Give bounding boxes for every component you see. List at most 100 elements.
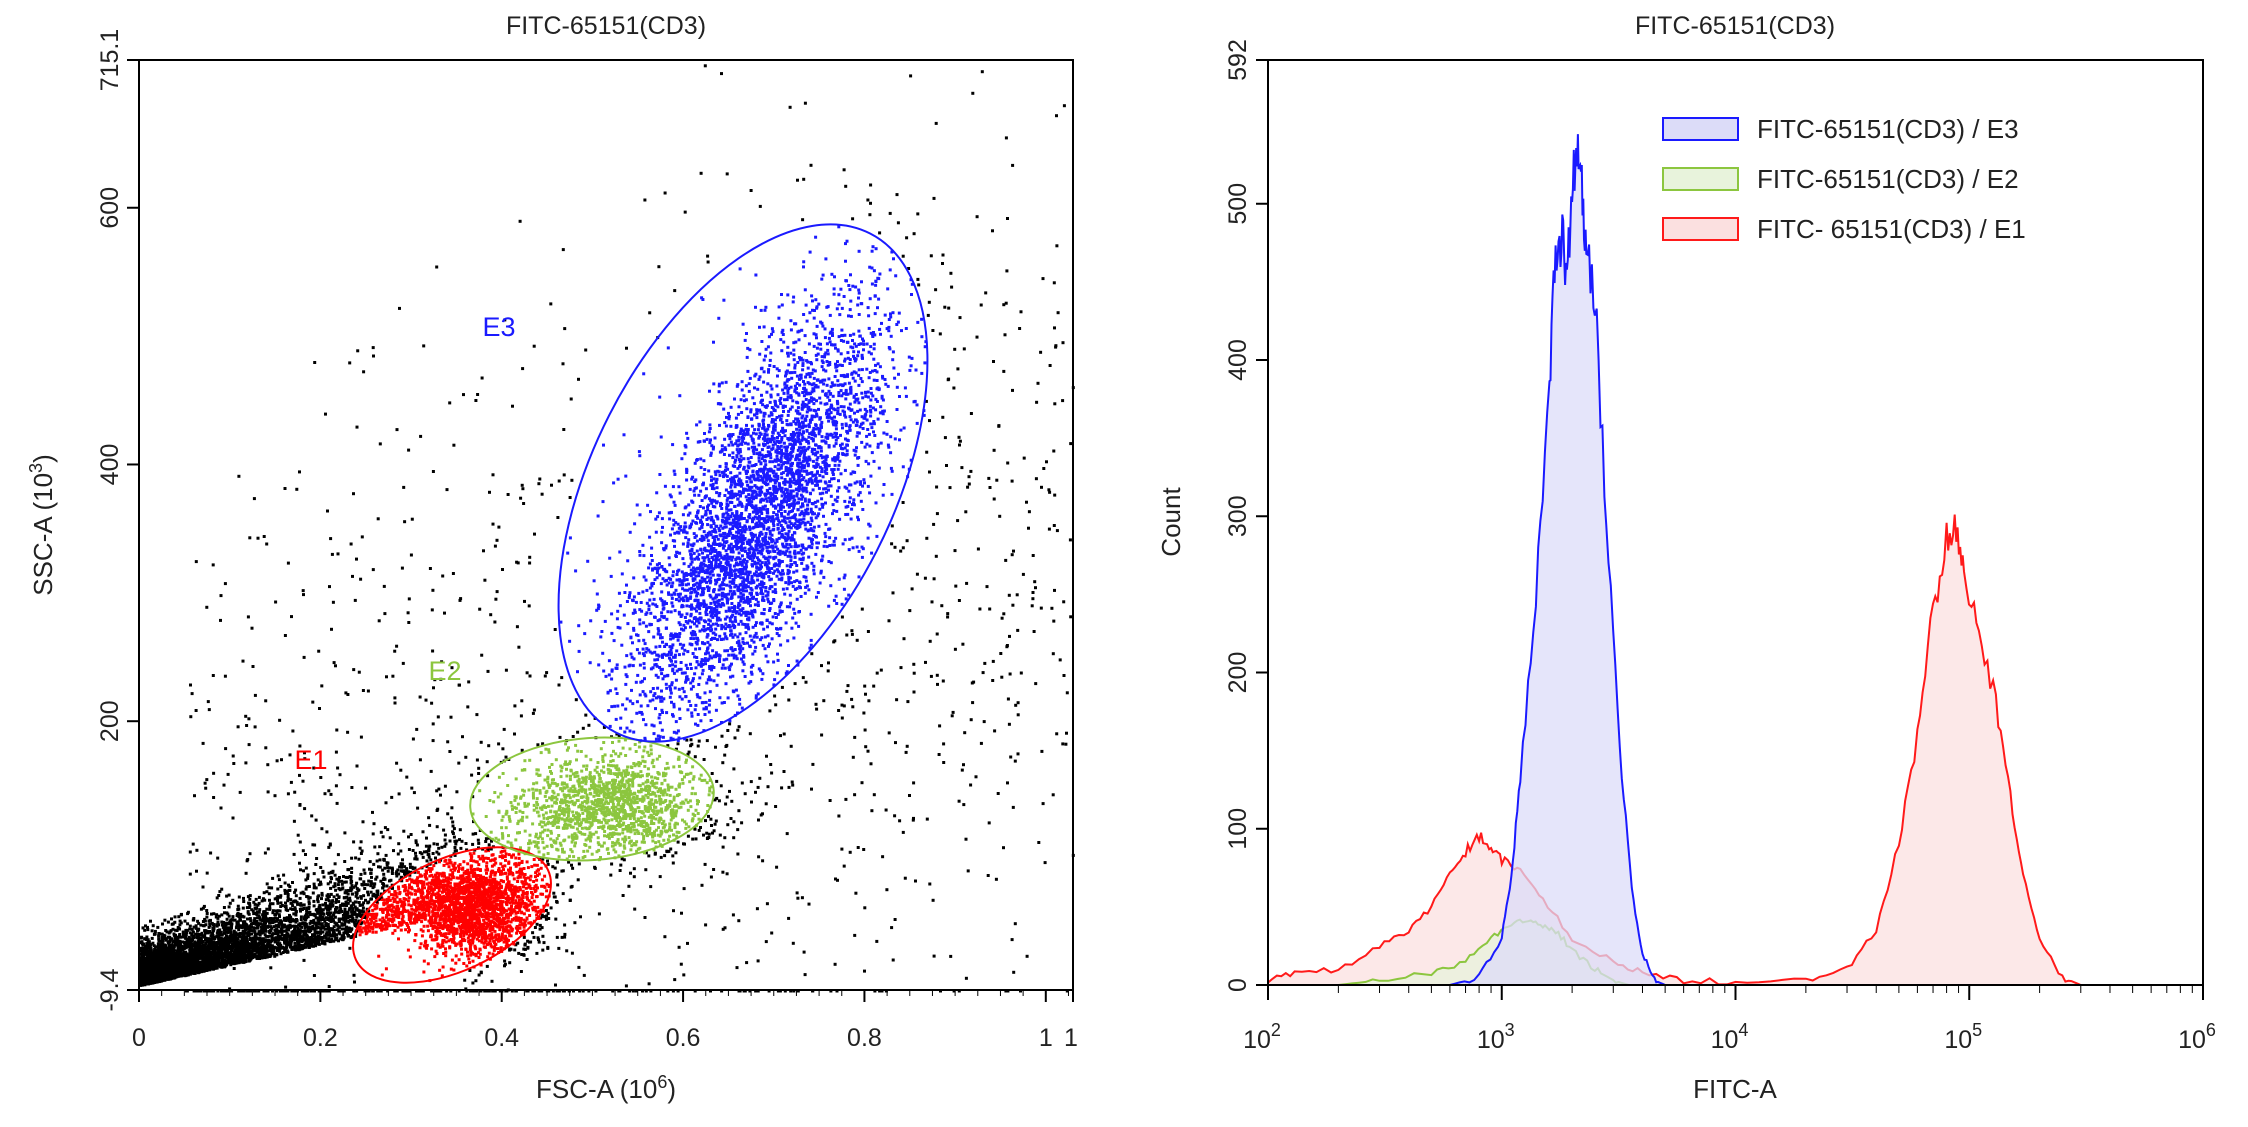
scatter-point xyxy=(228,961,232,965)
scatter-point xyxy=(426,893,429,897)
scatter-point xyxy=(338,910,342,914)
scatter-point xyxy=(355,913,359,917)
scatter-point xyxy=(198,943,202,947)
scatter-point xyxy=(152,971,156,975)
scatter-point xyxy=(357,888,361,892)
scatter-point xyxy=(219,941,223,945)
scatter-point xyxy=(316,934,320,938)
scatter-point xyxy=(209,937,213,941)
scatter-point xyxy=(317,938,320,942)
scatter-point xyxy=(192,934,195,938)
scatter-points xyxy=(139,64,1075,993)
scatter-point xyxy=(316,900,320,904)
scatter-point xyxy=(361,906,365,910)
scatter-point xyxy=(355,915,359,919)
scatter-point xyxy=(375,893,379,897)
scatter-point xyxy=(367,900,371,904)
scatter-point xyxy=(536,846,540,850)
scatter-point xyxy=(302,930,306,934)
scatter-point xyxy=(356,896,360,900)
scatter-point xyxy=(300,908,304,911)
scatter-point xyxy=(398,892,402,896)
scatter-point xyxy=(302,903,306,907)
scatter-point xyxy=(278,895,282,899)
scatter-point xyxy=(243,928,247,932)
scatter-point xyxy=(531,892,535,896)
scatter-point xyxy=(366,893,370,897)
scatter-point xyxy=(436,876,440,880)
scatter-point xyxy=(391,896,395,900)
scatter-point xyxy=(272,945,276,949)
scatter-point xyxy=(359,872,363,876)
scatter-point xyxy=(172,974,176,978)
scatter-point xyxy=(338,932,342,936)
scatter-point xyxy=(253,952,257,956)
scatter-point xyxy=(497,867,501,870)
scatter-point xyxy=(427,855,431,859)
scatter-point xyxy=(284,929,288,933)
scatter-point xyxy=(392,849,395,853)
scatter-point xyxy=(317,883,321,887)
scatter-point xyxy=(440,890,444,894)
scatter-point xyxy=(334,900,338,904)
scatter-point xyxy=(305,906,309,910)
scatter-point xyxy=(173,965,177,969)
scatter-point xyxy=(169,960,173,963)
scatter-point xyxy=(353,910,357,914)
scatter-point xyxy=(326,896,330,900)
scatter-point xyxy=(387,895,391,899)
scatter-point xyxy=(321,903,325,907)
scatter-point xyxy=(171,944,175,948)
scatter-point xyxy=(378,865,382,869)
scatter-point xyxy=(369,884,373,888)
scatter-point xyxy=(434,861,438,865)
scatter-point xyxy=(176,963,180,967)
scatter-point xyxy=(278,937,282,940)
scatter-point xyxy=(150,978,154,982)
scatter-point xyxy=(144,957,148,960)
scatter-point xyxy=(273,928,277,932)
scatter-point xyxy=(352,920,356,924)
scatter-point xyxy=(179,921,183,925)
scatter-point xyxy=(416,876,420,880)
scatter-point xyxy=(343,903,347,907)
scatter-point xyxy=(195,970,199,974)
scatter-point xyxy=(258,941,262,945)
scatter-point xyxy=(316,898,320,902)
scatter-point xyxy=(333,882,337,886)
scatter-point xyxy=(244,960,248,963)
scatter-point xyxy=(454,849,458,853)
scatter-point xyxy=(250,932,253,936)
scatter-point xyxy=(211,940,215,944)
scatter-point xyxy=(344,880,348,884)
scatter-point xyxy=(326,882,330,886)
scatter-point xyxy=(225,894,229,898)
scatter-point xyxy=(339,903,343,907)
scatter-point xyxy=(581,856,585,860)
scatter-point xyxy=(311,891,315,895)
scatter-point xyxy=(235,939,239,943)
scatter-point xyxy=(382,908,386,912)
scatter-point xyxy=(427,885,431,889)
scatter-point xyxy=(369,890,373,894)
scatter-point xyxy=(298,861,301,865)
scatter-point xyxy=(189,957,193,961)
scatter-point xyxy=(219,936,223,940)
scatter-point xyxy=(386,869,390,873)
scatter-point xyxy=(222,928,226,932)
scatter-point xyxy=(388,866,391,870)
scatter-point xyxy=(507,834,510,838)
scatter-point xyxy=(307,885,311,888)
scatter-point xyxy=(293,906,297,910)
scatter-point xyxy=(366,890,370,894)
scatter-point xyxy=(316,918,320,922)
scatter-point xyxy=(190,947,194,951)
scatter-point xyxy=(395,915,399,919)
scatter-point xyxy=(528,833,532,837)
scatter-point xyxy=(523,882,527,886)
scatter-point xyxy=(372,912,376,916)
scatter-point xyxy=(157,953,161,957)
scatter-point xyxy=(258,938,262,941)
scatter-point xyxy=(178,943,182,947)
scatter-point xyxy=(267,892,271,896)
